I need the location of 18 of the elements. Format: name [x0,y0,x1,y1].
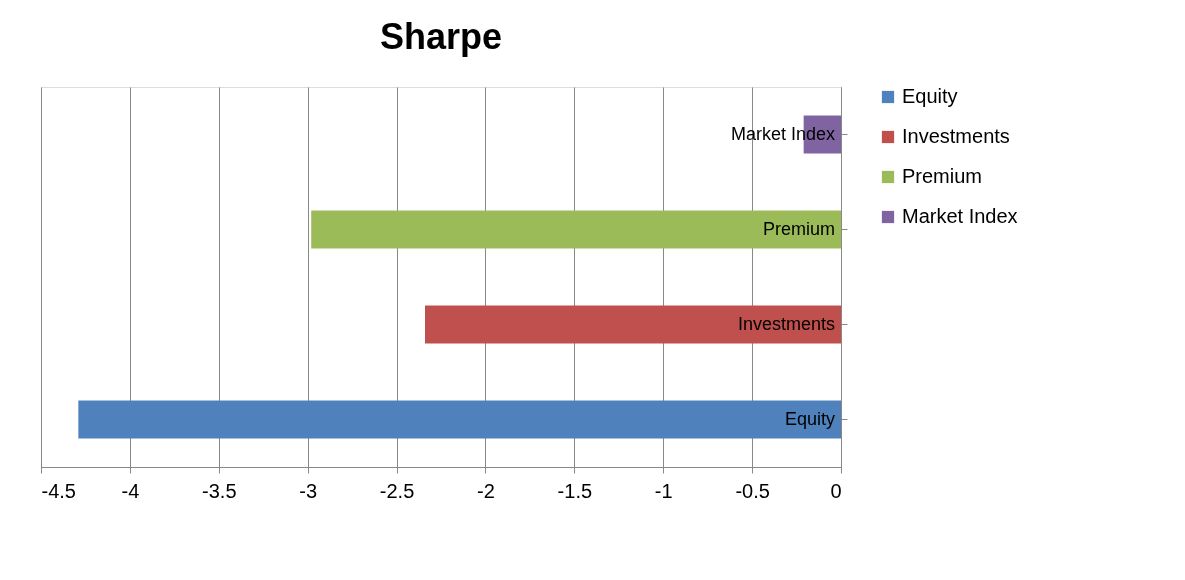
x-tick-label: -4.5 [41,479,76,502]
x-tick-label: -2.5 [379,479,415,502]
text: Premium [762,218,835,239]
legend-label: Equity [902,85,958,107]
x-tick-label: -3 [299,479,318,502]
legend-label: Premium [902,165,983,187]
legend-label: Market Index [902,205,1018,227]
text: Investments [737,313,835,334]
x-tick-label: -3.5 [202,479,237,502]
x-tick-label: -1 [654,479,673,502]
text: Equity [784,408,835,429]
chart-title: Sharpe [379,16,503,57]
x-tick-label: 0 [830,479,842,502]
legend-label: Investments [902,125,1010,147]
x-tick-label: -2 [477,479,495,502]
x-tick-label: -0.5 [735,479,770,502]
x-tick-label: -1.5 [557,479,593,502]
x-tick-label: -4 [121,479,140,502]
